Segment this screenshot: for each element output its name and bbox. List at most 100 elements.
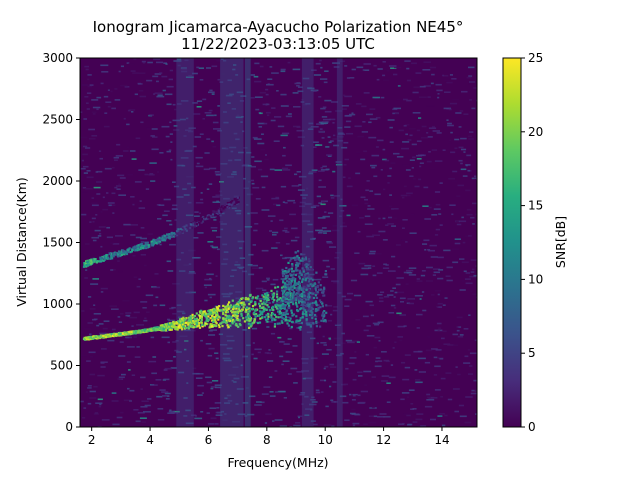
noise-cell [393, 307, 397, 309]
noise-cell [422, 309, 427, 312]
noise-cell [170, 412, 178, 414]
noise-cell [197, 384, 204, 387]
echo-point [286, 274, 289, 277]
noise-cell [381, 380, 388, 382]
noise-cell [392, 108, 398, 111]
noise-cell [313, 423, 318, 426]
noise-cell [240, 95, 247, 97]
echo-point [238, 318, 241, 321]
noise-cell [235, 297, 244, 300]
noise-cell [122, 300, 130, 302]
noise-cell [438, 327, 441, 329]
noise-cell [154, 73, 162, 75]
noise-cell [452, 261, 459, 264]
noise-cell [219, 81, 224, 83]
noise-cell [234, 264, 241, 266]
noise-cell [137, 412, 145, 414]
noise-cell [206, 412, 210, 414]
noise-cell [231, 207, 237, 210]
noise-cell [134, 356, 141, 358]
noise-cell [416, 140, 422, 142]
echo-point [208, 326, 211, 329]
noise-cell [280, 68, 286, 71]
noise-cell [287, 103, 293, 106]
noise-cell [118, 194, 126, 196]
echo-point [289, 259, 292, 262]
echo-point [105, 333, 108, 337]
noise-cell [431, 149, 438, 151]
echo-point [254, 303, 257, 306]
noise-cell [346, 185, 353, 188]
echo-point [250, 300, 253, 303]
echo-point [143, 329, 146, 332]
echo-point [145, 242, 148, 245]
noise-cell [333, 66, 340, 68]
noise-cell [315, 144, 323, 146]
noise-cell [348, 362, 355, 365]
noise-cell [475, 265, 477, 267]
echo-point [302, 290, 305, 293]
echo-point [281, 271, 285, 274]
noise-cell [219, 221, 223, 223]
noise-cell [257, 351, 261, 354]
noise-cell [195, 202, 204, 204]
x-tick-label: 14 [434, 433, 449, 447]
noise-cell [89, 84, 94, 86]
echo-point [102, 256, 105, 259]
noise-cell [358, 70, 365, 73]
echo-point [280, 286, 284, 289]
noise-cell [133, 333, 142, 336]
echo-point [267, 298, 270, 302]
noise-cell [253, 75, 259, 78]
echo-point [210, 319, 214, 322]
noise-cell [173, 129, 180, 131]
echo-point [287, 286, 290, 289]
noise-cell [104, 112, 108, 114]
echo-point [209, 311, 213, 314]
echo-point [295, 261, 298, 264]
noise-cell [194, 417, 203, 420]
noise-cell [454, 410, 459, 413]
noise-cell [301, 98, 304, 101]
noise-cell [230, 150, 234, 153]
echo-point [158, 327, 161, 330]
echo-point [311, 311, 314, 314]
echo-point [303, 278, 306, 281]
noise-cell [172, 283, 180, 285]
echo-point [283, 318, 286, 321]
noise-cell [126, 361, 131, 363]
echo-point [200, 217, 204, 220]
echo-point [232, 204, 235, 207]
echo-point [126, 331, 129, 334]
noise-cell [393, 73, 398, 76]
noise-cell [259, 112, 263, 115]
echo-point [316, 291, 319, 294]
noise-cell [428, 151, 431, 153]
noise-cell [378, 300, 384, 303]
noise-cell [165, 398, 170, 400]
noise-cell [231, 108, 236, 110]
echo-point [168, 324, 171, 327]
noise-cell [89, 221, 92, 223]
echo-point [245, 318, 248, 321]
noise-cell [184, 340, 189, 342]
noise-cell [140, 406, 148, 408]
noise-cell [263, 122, 268, 125]
noise-cell [301, 403, 304, 405]
echo-point [298, 272, 302, 275]
noise-cell [326, 241, 332, 243]
noise-cell [172, 313, 177, 315]
noise-cell [382, 239, 388, 241]
noise-cell [227, 339, 235, 342]
noise-cell [207, 262, 212, 265]
noise-cell [422, 243, 428, 245]
echo-point [170, 233, 173, 236]
noise-cell [339, 395, 347, 398]
echo-point [283, 299, 286, 302]
noise-cell [366, 235, 374, 238]
noise-cell [458, 146, 464, 149]
echo-point [284, 293, 288, 296]
noise-cell [140, 237, 147, 240]
noise-cell [429, 66, 437, 69]
noise-cell [344, 95, 352, 98]
